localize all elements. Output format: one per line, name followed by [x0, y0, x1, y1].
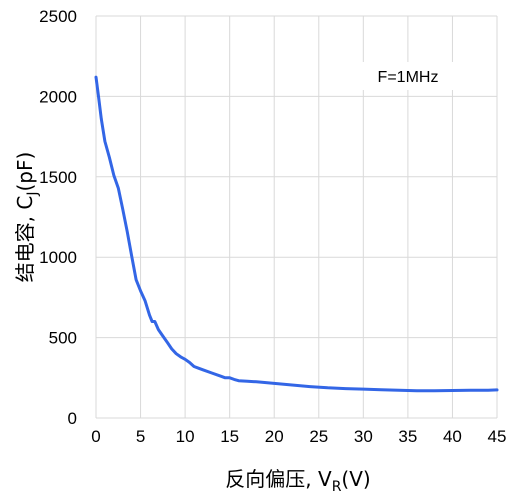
y-tick-label: 1500: [39, 168, 77, 187]
x-tick-label: 25: [309, 427, 328, 446]
frequency-annotation: F=1MHz: [378, 69, 439, 86]
y-axis-title: 结电容, CJ(pF): [13, 152, 41, 283]
x-tick-label: 45: [488, 427, 507, 446]
y-tick-label: 1000: [39, 248, 77, 267]
tick-labels: 0 5 10 15 20 25 30 35 40 45 0 500 1000 1500 2000 2500: [39, 7, 506, 446]
y-tick-label: 0: [68, 409, 77, 428]
annotation-background: [362, 62, 454, 90]
x-tick-label: 35: [398, 427, 417, 446]
y-tick-label: 500: [49, 329, 77, 348]
x-axis-title: 反向偏压, VR(V): [225, 467, 370, 492]
x-tick-label: 5: [136, 427, 145, 446]
y-tick-label: 2500: [39, 7, 77, 26]
capacitance-series-line: [94, 75, 499, 393]
x-tick-label: 15: [220, 427, 239, 446]
x-tick-label: 10: [176, 427, 195, 446]
y-tick-label: 2000: [39, 87, 77, 106]
x-tick-label: 0: [91, 427, 100, 446]
x-tick-label: 20: [265, 427, 284, 446]
x-tick-label: 40: [443, 427, 462, 446]
x-tick-label: 30: [354, 427, 373, 446]
